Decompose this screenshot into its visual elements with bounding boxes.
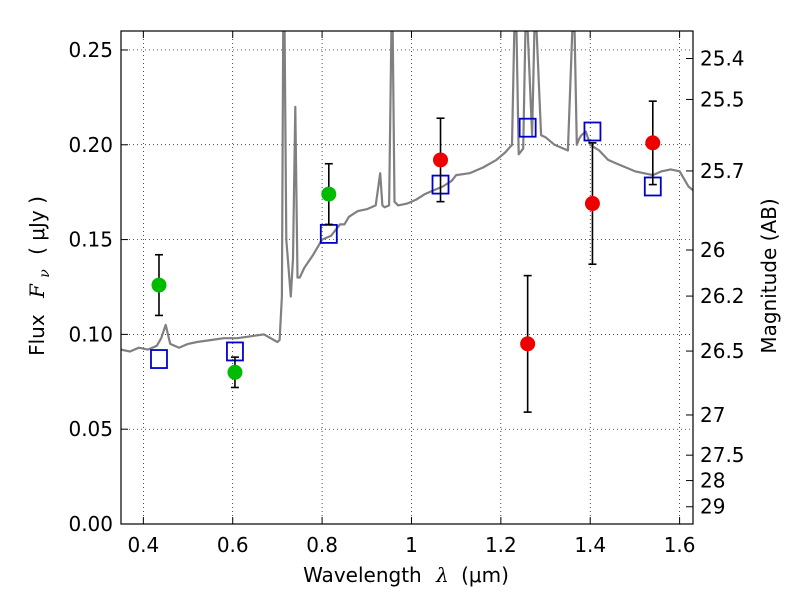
x-tick-label-1: 0.6 [217,533,249,557]
sed-template-line [121,31,693,353]
x-tick-label-6: 1.6 [664,533,696,557]
model-point-0 [150,349,168,369]
observed-point-1 [227,364,243,380]
x-axis-title: Wavelength λ (μm) [303,563,509,587]
x-tick-label-0: 0.4 [127,533,159,557]
observed-point-2 [321,186,337,202]
y2-tick-label-5: 26.5 [700,339,745,363]
y2-tick-label-2: 25.7 [700,159,745,183]
observed-point-4 [520,336,536,352]
y-tick-label-4: 0.20 [68,133,113,157]
y2-tick-label-0: 25.4 [700,46,745,70]
y-tick-label-0: 0.00 [68,512,113,536]
observed-point-6 [645,135,661,151]
grid-layer [121,31,693,525]
y-tick-label-3: 0.15 [68,228,113,252]
axes-layer: 0.4 0.6 0.8 1 1.2 1.4 1.6 0.00 0.05 0.10 0.15 0.20 0… [68,30,745,557]
x-tick-label-3: 1 [405,533,418,557]
y2-tick-label-9: 29 [700,495,725,519]
x-tick-label-4: 1.2 [485,533,517,557]
x-tick-label-5: 1.4 [574,533,606,557]
x-tick-label-2: 0.8 [306,533,338,557]
sed-layer [121,31,693,353]
observed-point-5 [584,196,600,212]
y2-axis-title: Magnitude (AB) [757,198,781,353]
y2-tick-label-8: 28 [700,469,725,493]
observed-point-3 [433,152,449,168]
observed-point-0 [151,277,167,293]
y2-tick-label-1: 25.5 [700,87,745,111]
y-axis-title: Flux F ν ( μJy ) [25,196,54,356]
y2-tick-label-6: 27 [700,403,725,427]
y2-tick-label-7: 27.5 [700,443,745,467]
marker-layer [150,100,662,413]
y-tick-label-5: 0.25 [68,38,113,62]
plot-frame [120,30,694,525]
y2-tick-label-4: 26.2 [700,284,745,308]
y-tick-label-1: 0.05 [68,417,113,441]
y-tick-label-2: 0.10 [68,322,113,346]
model-point-4 [518,117,537,138]
model-point-5 [583,121,602,142]
y2-tick-label-3: 26 [700,238,725,262]
